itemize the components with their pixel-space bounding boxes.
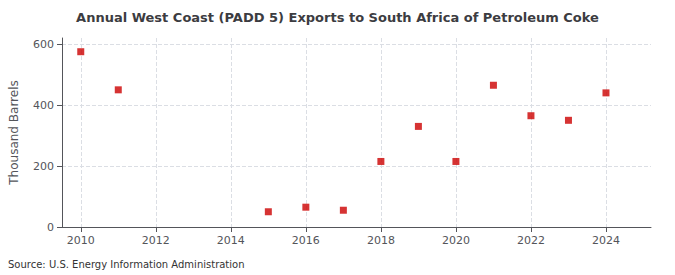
svg-text:2016: 2016 [292, 234, 320, 247]
svg-text:Source: U.S. Energy Informatio: Source: U.S. Energy Information Administ… [8, 259, 245, 270]
svg-text:400: 400 [33, 99, 54, 112]
svg-text:Thousand Barrels: Thousand Barrels [7, 80, 21, 185]
svg-text:2024: 2024 [592, 234, 620, 247]
svg-text:2010: 2010 [67, 234, 95, 247]
svg-text:Annual West Coast (PADD 5) Exp: Annual West Coast (PADD 5) Exports to So… [76, 10, 599, 25]
svg-text:2012: 2012 [142, 234, 170, 247]
svg-text:0: 0 [47, 221, 54, 234]
svg-text:2022: 2022 [517, 234, 545, 247]
svg-text:200: 200 [33, 160, 54, 173]
svg-text:2014: 2014 [217, 234, 245, 247]
svg-text:2018: 2018 [367, 234, 395, 247]
svg-text:2020: 2020 [442, 234, 470, 247]
svg-text:600: 600 [33, 38, 54, 51]
